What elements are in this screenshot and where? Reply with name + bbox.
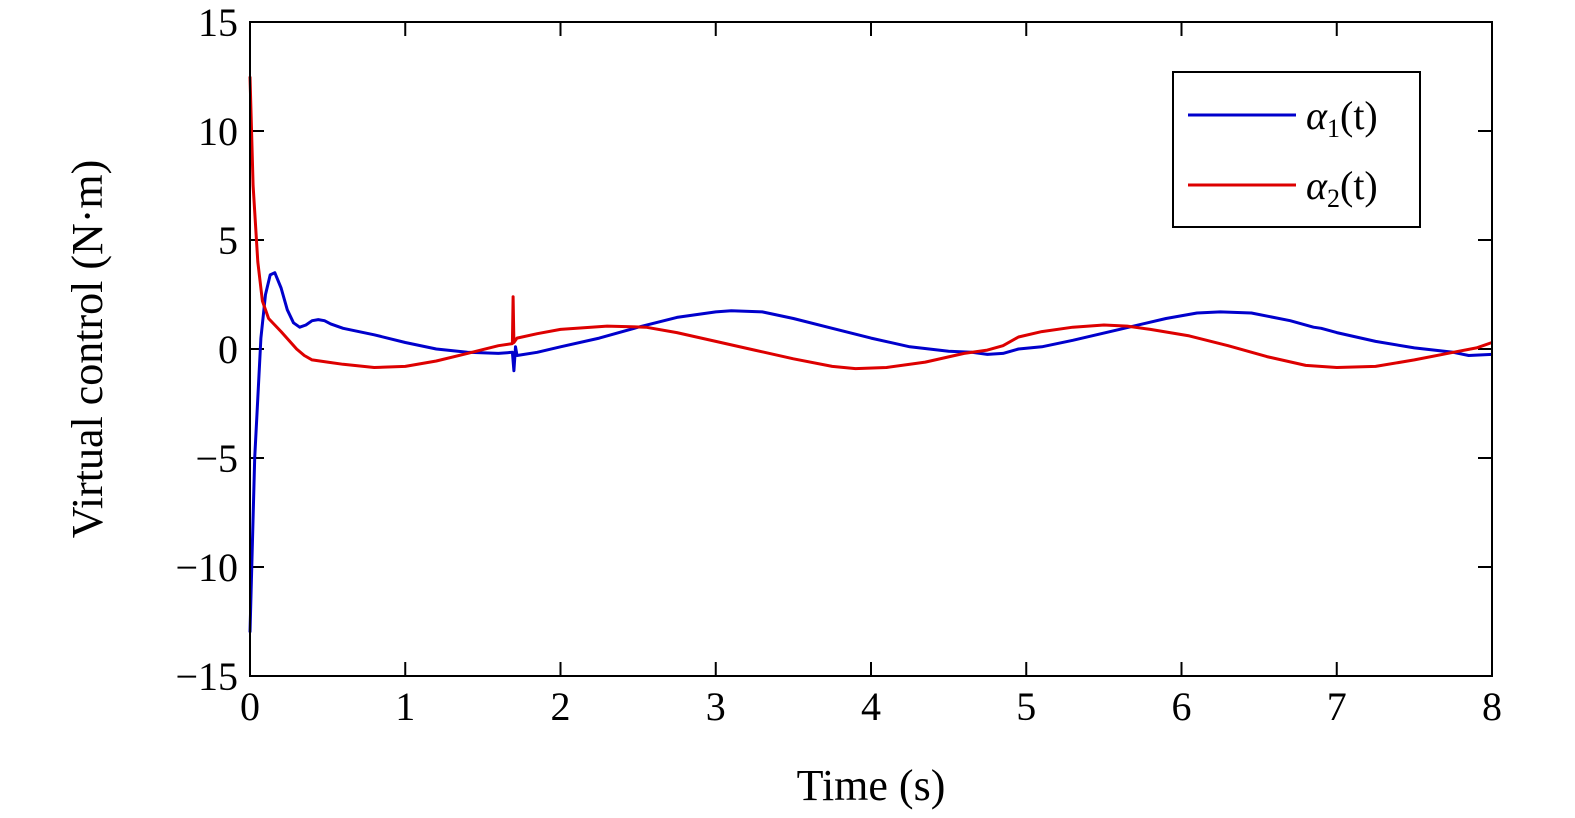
series-layer — [248, 76, 1493, 633]
x-tick-label: 4 — [861, 684, 881, 729]
y-tick-label: 10 — [198, 109, 238, 154]
legend-box — [1172, 71, 1421, 228]
x-tick-label: 6 — [1172, 684, 1192, 729]
x-tick-label: 8 — [1482, 684, 1502, 729]
x-axis-label: Time (s) — [797, 761, 946, 810]
x-tick-label: 3 — [706, 684, 726, 729]
y-axis-label: Virtual control (N·m) — [63, 160, 112, 539]
y-tick-label: −15 — [175, 654, 238, 699]
x-tick-label: 2 — [551, 684, 571, 729]
legend-label-1: α1(t) — [1306, 93, 1378, 143]
y-tick-label: 0 — [218, 327, 238, 372]
x-tick-label: 0 — [240, 684, 260, 729]
y-tick-label: 5 — [218, 218, 238, 263]
y-tick-label: 15 — [198, 0, 238, 45]
x-tick-label: 7 — [1327, 684, 1347, 729]
x-tick-label: 5 — [1016, 684, 1036, 729]
x-tick-label: 1 — [395, 684, 415, 729]
legend: α1(t) α2(t) — [1172, 71, 1421, 228]
series-line-1 — [248, 271, 1493, 633]
y-tick-label: −5 — [195, 436, 238, 481]
y-tick-label: −10 — [175, 545, 238, 590]
legend-label-2: α2(t) — [1306, 163, 1378, 213]
series-line-2 — [248, 76, 1493, 371]
plot-frame — [249, 21, 1493, 677]
tick-labels: 0 1 2 3 4 5 6 7 8 15 10 5 0 −5 −10 −15 — [175, 0, 1502, 729]
legend-items: α1(t) α2(t) — [1188, 93, 1378, 213]
